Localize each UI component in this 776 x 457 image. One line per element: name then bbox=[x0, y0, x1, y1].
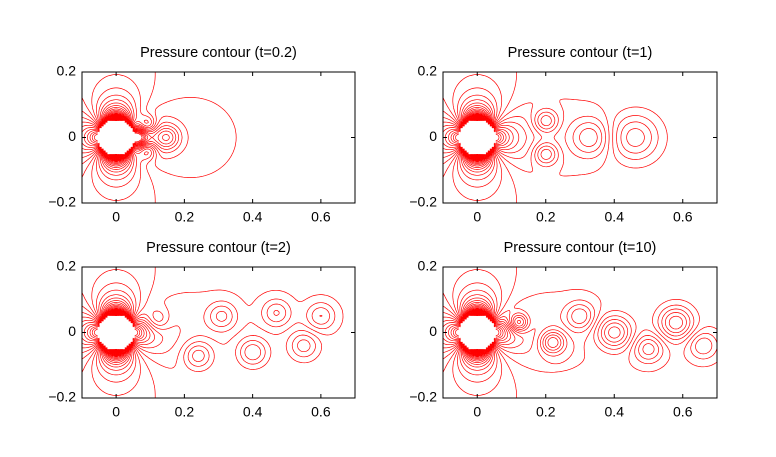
contour-lines bbox=[82, 267, 344, 398]
y-tick-label: 0.2 bbox=[57, 258, 77, 274]
x-tick-label: 0.2 bbox=[175, 209, 195, 225]
x-tick-label: 0.2 bbox=[536, 209, 556, 225]
x-tick-label: 0.2 bbox=[536, 404, 556, 420]
subplot-title: Pressure contour (t=1) bbox=[508, 45, 653, 61]
y-tick-label: 0.2 bbox=[57, 63, 77, 79]
y-tick-label: 0.2 bbox=[418, 258, 438, 274]
subplot-title: Pressure contour (t=2) bbox=[146, 240, 291, 256]
x-tick-label: 0 bbox=[473, 404, 481, 420]
subplot-title: Pressure contour (t=0.2) bbox=[140, 45, 297, 61]
x-tick-label: 0.6 bbox=[311, 404, 331, 420]
contour-lines bbox=[82, 72, 237, 203]
x-tick-label: 0.4 bbox=[605, 404, 625, 420]
y-tick-label: 0 bbox=[68, 323, 76, 339]
x-tick-label: 0 bbox=[112, 404, 120, 420]
x-tick-label: 0.4 bbox=[243, 404, 263, 420]
y-tick-label: −0.2 bbox=[409, 389, 437, 405]
x-tick-label: 0.4 bbox=[243, 209, 263, 225]
subplot: Pressure contour (t=0.2) 0 0.2 0.4 0.6 −0.2 0 0… bbox=[48, 45, 356, 225]
y-tick-label: −0.2 bbox=[409, 194, 437, 210]
x-tick-label: 0.6 bbox=[673, 404, 693, 420]
y-tick-label: 0 bbox=[429, 323, 437, 339]
y-tick-label: −0.2 bbox=[48, 389, 76, 405]
subplot: Pressure contour (t=10) 0 0.2 0.4 0.6 −0.2 0 0.… bbox=[409, 240, 718, 420]
x-tick-label: 0 bbox=[473, 209, 481, 225]
subplot: Pressure contour (t=2) 0 0.2 0.4 0.6 −0.2 0 0.2 bbox=[48, 240, 356, 420]
subplot: Pressure contour (t=1) 0 0.2 0.4 0.6 −0.2 0 0.2 bbox=[409, 45, 718, 225]
x-tick-label: 0 bbox=[112, 209, 120, 225]
y-tick-label: 0 bbox=[68, 128, 76, 144]
x-tick-label: 0.6 bbox=[673, 209, 693, 225]
y-tick-label: 0 bbox=[429, 128, 437, 144]
subplot-title: Pressure contour (t=10) bbox=[504, 240, 657, 256]
x-tick-label: 0.6 bbox=[311, 209, 331, 225]
y-tick-label: −0.2 bbox=[48, 194, 76, 210]
contour-lines bbox=[443, 72, 668, 203]
y-tick-label: 0.2 bbox=[418, 63, 438, 79]
x-tick-label: 0.2 bbox=[175, 404, 195, 420]
x-tick-label: 0.4 bbox=[605, 209, 625, 225]
